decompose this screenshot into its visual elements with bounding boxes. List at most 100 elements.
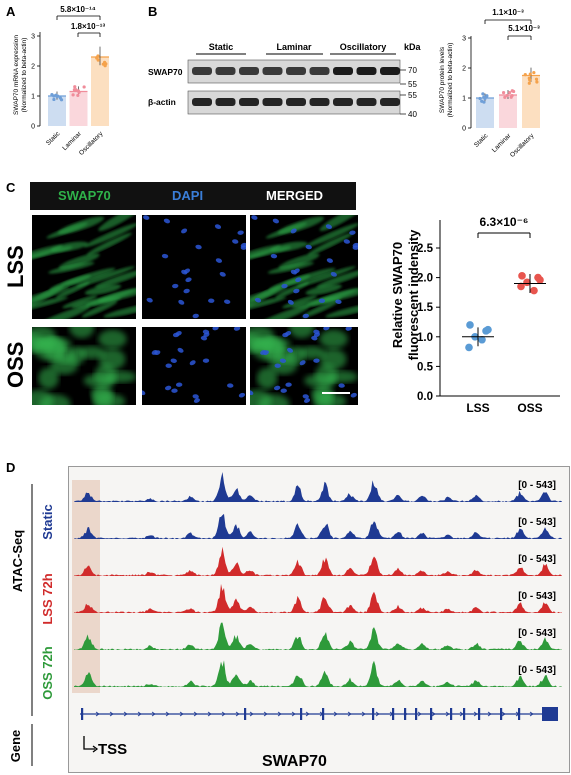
gene-exon xyxy=(372,708,375,720)
swap70-band xyxy=(309,67,330,75)
panel-a-ylabel-2: (Normalized to beta-actin) xyxy=(21,38,28,113)
atac-track xyxy=(74,622,562,650)
tss-highlight xyxy=(72,480,100,693)
track-range: [0 - 543] xyxy=(518,591,556,602)
b-point xyxy=(485,94,489,98)
track-range: [0 - 543] xyxy=(518,554,556,565)
b-bar xyxy=(522,75,540,128)
b-point xyxy=(481,92,485,96)
b-bar xyxy=(499,95,517,128)
kda-label: kDa xyxy=(404,42,422,52)
c-xtick: LSS xyxy=(466,401,489,415)
c-ytick: 2.5 xyxy=(417,243,434,255)
channel-swap70: SWAP70 xyxy=(58,188,111,203)
strand-arrow xyxy=(291,711,296,717)
strand-arrow xyxy=(207,711,212,717)
b-ytick: 2 xyxy=(462,66,466,73)
a-point xyxy=(58,96,62,100)
gene-name: SWAP70 xyxy=(262,753,327,770)
b-point xyxy=(510,89,514,93)
a-bar xyxy=(91,57,109,126)
tss-label: TSS xyxy=(98,741,127,758)
marker-55a: 55 xyxy=(408,80,417,89)
atac-track xyxy=(74,546,562,576)
panel-b-pval-2: 5.1×10⁻³ xyxy=(508,24,540,33)
actin-band xyxy=(192,98,212,106)
c-point xyxy=(484,325,492,334)
strand-arrow xyxy=(347,711,352,717)
track-range: [0 - 543] xyxy=(518,517,556,528)
swap70-band xyxy=(239,67,259,75)
strand-arrow xyxy=(333,711,338,717)
b-xtick: Static xyxy=(473,132,490,149)
a-point xyxy=(76,93,80,98)
c-point xyxy=(478,335,486,344)
gene-exon xyxy=(478,708,481,720)
b-point xyxy=(505,93,509,98)
strand-arrow xyxy=(193,711,198,717)
swap70-band xyxy=(262,67,283,75)
a-bar xyxy=(69,91,88,126)
panel-c-chart: Relative SWAP70 fluorescent indensity 0.… xyxy=(390,215,560,415)
track-label-oss: OSS 72h xyxy=(40,646,55,700)
panel-b-ylabel-2: (Normalized to beta-actin) xyxy=(447,43,454,118)
strand-arrow xyxy=(165,711,170,717)
actin-band xyxy=(239,98,259,106)
strand-arrow xyxy=(249,711,254,717)
b-point xyxy=(523,73,527,77)
a-xtick: Static xyxy=(45,130,62,147)
strand-arrow xyxy=(305,711,310,717)
b-point xyxy=(535,80,539,84)
track-range: [0 - 543] xyxy=(518,480,556,491)
micrograph-lss-swap70 xyxy=(32,215,136,319)
actin-band xyxy=(380,98,400,106)
c-ytick: 1.0 xyxy=(417,332,433,344)
a-point xyxy=(52,97,56,102)
b-ytick: 1 xyxy=(462,96,466,103)
a-point xyxy=(52,94,56,98)
row-lss: LSS xyxy=(3,245,28,288)
strand-arrow xyxy=(109,711,114,717)
strand-arrow xyxy=(277,711,282,717)
b-point xyxy=(527,81,531,85)
c-xtick: OSS xyxy=(517,401,542,415)
gene-exon xyxy=(430,708,433,720)
a-xtick: Oscillatory xyxy=(78,130,105,157)
panel-a-chart: SWAP70 mRNA expression (Normalized to be… xyxy=(13,5,109,157)
b-point xyxy=(478,96,482,101)
swap70-band xyxy=(192,67,212,75)
track-range: [0 - 543] xyxy=(518,628,556,639)
micrograph-oss-swap70 xyxy=(32,327,136,405)
blot-group-oscillatory: Oscillatory xyxy=(340,42,387,52)
a-point xyxy=(103,60,107,65)
b-bar xyxy=(476,98,494,128)
gene-exon xyxy=(404,708,407,720)
blot-group-static: Static xyxy=(209,42,234,52)
panel-c-ylabel-1: Relative SWAP70 xyxy=(390,242,405,348)
gene-exon xyxy=(415,708,418,720)
c-point xyxy=(530,286,538,295)
strand-arrow xyxy=(361,711,366,717)
b-point xyxy=(483,96,487,101)
row-oss: OSS xyxy=(3,341,28,388)
strand-arrow xyxy=(431,711,436,717)
a-point xyxy=(82,85,86,89)
strand-arrow xyxy=(137,711,142,717)
panel-a-ylabel-1: SWAP70 mRNA expression xyxy=(13,35,20,115)
channel-merged: MERGED xyxy=(266,188,324,203)
micrograph-grid xyxy=(32,215,358,405)
c-ytick: 0.5 xyxy=(417,361,434,373)
b-ytick: 3 xyxy=(462,36,466,43)
strand-arrow xyxy=(179,711,184,717)
actin-band xyxy=(215,98,236,106)
a-point xyxy=(96,58,100,62)
gene-exon xyxy=(322,708,325,720)
b-point xyxy=(509,95,513,99)
strand-arrow xyxy=(263,711,268,717)
strand-arrow xyxy=(473,711,478,717)
b-point xyxy=(503,95,507,99)
swap70-band xyxy=(333,67,353,75)
blot-group-laminar: Laminar xyxy=(276,42,312,52)
a-point xyxy=(77,90,81,94)
gene-exon xyxy=(500,708,503,720)
